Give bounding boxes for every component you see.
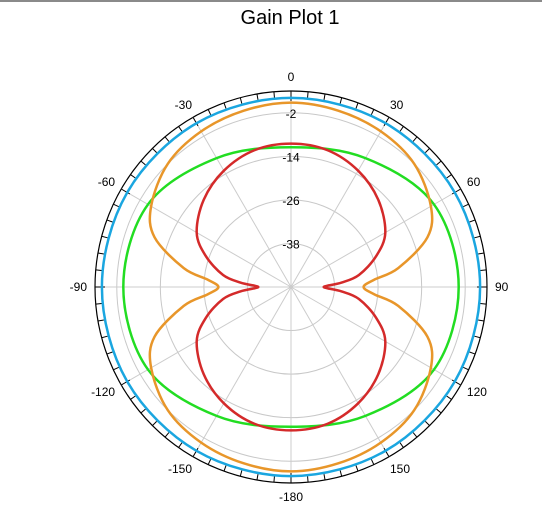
angle-tick <box>101 335 108 339</box>
series-line-3 <box>148 101 434 473</box>
grid-spoke <box>192 117 292 288</box>
grid-spoke <box>290 117 390 288</box>
angle-tick <box>152 420 158 426</box>
angle-tick <box>273 476 275 483</box>
angle-tick-label: 90 <box>495 280 509 294</box>
grid-spoke <box>290 188 461 288</box>
angle-tick <box>323 474 326 481</box>
angle-tick-label: -90 <box>70 280 88 294</box>
angle-tick <box>469 351 476 355</box>
angle-tick <box>323 93 326 100</box>
angle-tick <box>101 235 108 239</box>
grid-spoke <box>192 286 292 457</box>
angle-tick-label: -180 <box>279 490 303 504</box>
angle-tick <box>383 447 390 457</box>
angle-tick <box>178 126 183 132</box>
radial-tick-label: -26 <box>282 194 300 208</box>
angle-tick <box>106 351 113 355</box>
angle-tick <box>370 109 375 116</box>
angle-tick <box>355 465 359 472</box>
angle-tick <box>424 148 430 154</box>
angle-tick <box>273 91 275 98</box>
angle-tick <box>462 366 469 371</box>
angle-tick <box>223 102 227 109</box>
angle-tick <box>256 93 259 100</box>
series-line-4 <box>195 142 387 432</box>
angle-tick <box>383 117 390 127</box>
angle-tick <box>451 379 461 386</box>
angle-tick <box>207 109 212 116</box>
grid-spoke <box>121 188 292 288</box>
angle-tick-label: 150 <box>390 462 410 476</box>
angle-tick <box>95 303 102 305</box>
angle-tick <box>399 442 404 448</box>
angle-tick <box>130 395 136 400</box>
angle-tick <box>412 432 418 438</box>
angle-tick <box>256 474 259 481</box>
angle-tick <box>164 136 170 142</box>
angle-tick <box>424 420 430 426</box>
angle-tick <box>480 303 487 305</box>
angle-tick <box>446 395 452 400</box>
angle-tick <box>239 97 243 104</box>
angle-tick <box>446 174 452 179</box>
angle-tick <box>339 470 343 477</box>
angle-tick <box>412 136 418 142</box>
angle-tick <box>95 269 102 271</box>
angle-tick <box>370 458 375 465</box>
series-line-2 <box>122 146 460 428</box>
angle-tick <box>113 203 120 208</box>
angle-tick <box>140 160 146 166</box>
angle-tick <box>478 319 485 322</box>
angle-tick <box>355 102 359 109</box>
angle-tick <box>480 269 487 271</box>
angle-tick <box>307 476 309 483</box>
angle-tick <box>478 252 485 255</box>
angle-tick <box>239 470 243 477</box>
angle-tick <box>307 91 309 98</box>
angle-tick <box>121 379 131 386</box>
angle-tick <box>121 188 131 195</box>
angle-tick-label: -60 <box>98 175 116 189</box>
angle-tick <box>178 442 183 448</box>
radial-tick-label: -2 <box>286 107 297 121</box>
angle-tick <box>192 447 199 457</box>
angle-tick <box>140 408 146 414</box>
angle-tick <box>451 188 461 195</box>
angle-tick <box>436 408 442 414</box>
angle-tick <box>223 465 227 472</box>
grid-spoke <box>290 286 390 457</box>
angle-tick-label: 0 <box>288 70 295 84</box>
angle-tick <box>113 366 120 371</box>
angle-tick-label: 30 <box>390 98 404 112</box>
series-line-1 <box>100 96 482 478</box>
angle-tick <box>339 97 343 104</box>
chart-title: Gain Plot 1 <box>240 7 340 29</box>
angle-tick <box>474 235 481 239</box>
angle-tick <box>469 219 476 223</box>
top-border <box>0 0 542 2</box>
angle-tick <box>474 335 481 339</box>
angle-tick-label: -150 <box>168 462 192 476</box>
angle-tick <box>130 174 136 179</box>
angle-tick <box>462 203 469 208</box>
radial-tick-label: -14 <box>282 150 300 164</box>
angle-tick-label: -30 <box>175 98 193 112</box>
angle-tick <box>207 458 212 465</box>
angle-tick-label: 120 <box>467 385 487 399</box>
angle-tick <box>164 432 170 438</box>
angle-tick <box>152 148 158 154</box>
radial-tick-label: -38 <box>282 237 300 251</box>
angle-tick-label: 60 <box>467 175 481 189</box>
angle-tick <box>97 252 104 255</box>
angle-tick <box>436 160 442 166</box>
angle-tick <box>106 219 113 223</box>
angle-tick <box>97 319 104 322</box>
grid-spoke <box>121 286 292 386</box>
angle-tick <box>399 126 404 132</box>
angle-tick-label: -120 <box>91 385 115 399</box>
angle-tick <box>192 117 199 127</box>
grid-spoke <box>290 286 461 386</box>
